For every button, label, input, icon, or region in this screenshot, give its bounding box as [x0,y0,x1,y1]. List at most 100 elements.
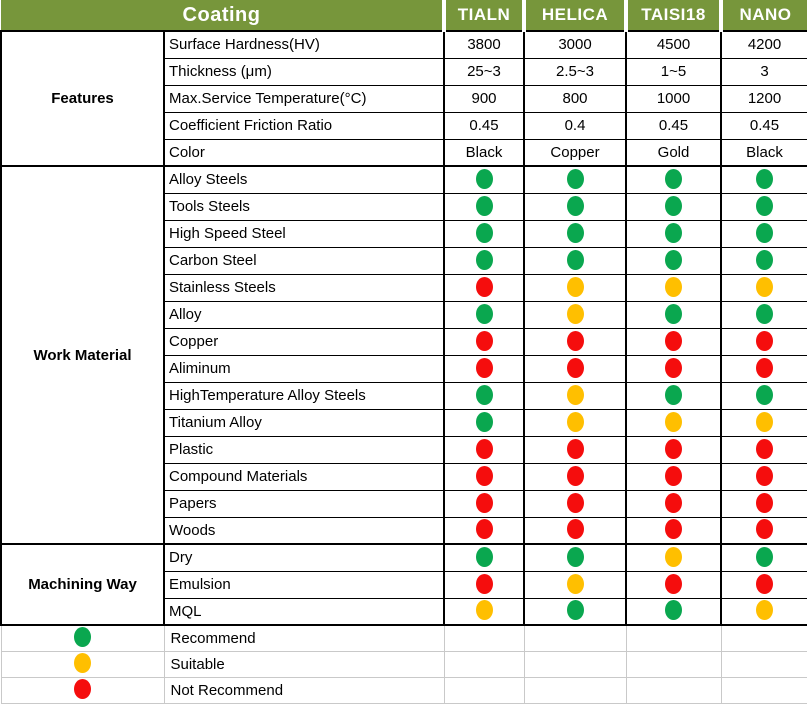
value-cell: 4500 [625,30,722,59]
red-dot [566,438,584,459]
section-label: Features [0,30,165,167]
value-cell [523,435,627,464]
value-cell [720,273,807,302]
legend-empty-cell [720,650,807,678]
red-dot [756,492,773,513]
value-cell [625,381,722,410]
red-dot [665,465,682,486]
yellow-dot [566,303,584,324]
value-cell [523,165,627,194]
legend-empty-cell [443,650,525,678]
table-row: High Speed Steel [1,219,807,248]
table-row: Machining Way Dry [0,543,807,626]
row-label: Compound Materials [163,462,445,491]
value-cell [625,165,722,194]
value-cell: Gold [625,138,722,167]
value-cell [523,570,627,599]
value-cell: Black [720,138,807,167]
row-label: Carbon Steel [163,246,445,275]
table-row: Plastic [1,435,807,464]
red-dot [756,357,773,378]
value-cell [720,489,807,518]
value-cell [625,246,722,275]
table-row: Papers [1,489,807,518]
value-cell: 4200 [720,30,807,59]
value-cell [523,543,627,572]
yellow-dot [665,411,682,432]
green-dot [475,384,493,405]
value-cell [625,300,722,329]
red-dot [665,357,682,378]
value-cell [625,327,722,356]
value-cell [625,516,722,545]
value-cell [523,354,627,383]
value-cell [523,408,627,437]
header-row: Coating TIALN HELICA TAISI18 NANO [1,0,807,32]
value-cell: 1200 [720,84,807,113]
green-dot [665,384,682,405]
value-cell [443,246,525,275]
legend-row: Recommend [0,624,807,652]
green-dot [475,303,493,324]
green-dot [665,600,682,621]
value-cell [625,435,722,464]
row-label: Copper [163,327,445,356]
value-cell [443,354,525,383]
value-cell [720,462,807,491]
legend: Recommend Suitable Not Recommend [0,624,807,704]
value-cell [625,489,722,518]
value-cell [720,300,807,329]
value-cell [625,462,722,491]
yellow-dot [665,276,682,297]
green-dot [566,546,584,567]
row-label: Aliminum [163,354,445,383]
value-cell [443,543,525,572]
value-cell: 3800 [443,30,525,59]
value-cell [523,516,627,545]
row-label: Coefficient Friction Ratio [163,111,445,140]
value-cell [523,219,627,248]
row-label: Alloy Steels [163,165,445,194]
green-dot [665,303,682,324]
row-label: Color [163,138,445,167]
value-cell [625,408,722,437]
table-row: Titanium Alloy [1,408,807,437]
value-cell: 0.4 [523,111,627,140]
red-dot [475,330,493,351]
value-cell: Copper [523,138,627,167]
value-cell: 3 [720,57,807,86]
value-cell [523,462,627,491]
yellow-dot [756,276,773,297]
red-dot [475,276,493,297]
table-header: Coating TIALN HELICA TAISI18 NANO [1,0,807,32]
value-cell [443,570,525,599]
value-cell: 0.45 [443,111,525,140]
value-cell [523,489,627,518]
green-dot [475,222,493,243]
table-row: Emulsion [1,570,807,599]
row-label: Stainless Steels [163,273,445,302]
green-dot [756,384,773,405]
green-dot [475,546,493,567]
red-dot [665,330,682,351]
legend-label: Not Recommend [163,676,445,704]
value-cell [523,273,627,302]
value-cell [625,192,722,221]
red-dot [475,438,493,459]
yellow-dot [566,411,584,432]
green-dot [566,249,584,270]
green-dot [756,222,773,243]
value-cell [625,354,722,383]
row-label: Dry [163,543,445,572]
green-dot [566,195,584,216]
red-dot [566,492,584,513]
green-dot [475,195,493,216]
value-cell [443,192,525,221]
value-cell [443,489,525,518]
section-label: Machining Way [0,543,165,626]
red-dot [475,573,493,594]
green-dot [756,249,773,270]
red-dot [566,465,584,486]
yellow-dot [756,600,773,621]
column-header-tialn: TIALN [444,0,526,32]
